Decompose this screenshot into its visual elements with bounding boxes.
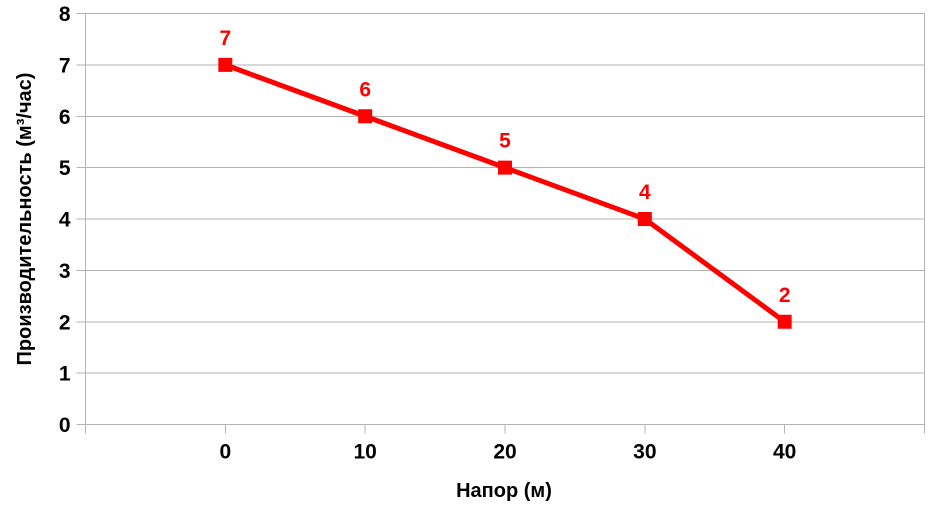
data-point-marker-40 <box>777 314 792 329</box>
y-tick-label-5: 5 <box>59 157 71 180</box>
series-line <box>222 62 788 325</box>
x-tick-label-0: 0 <box>219 441 231 464</box>
y-tick-label-4: 4 <box>59 209 71 232</box>
y-tick-label-1: 1 <box>59 363 71 386</box>
data-point-label-0: 7 <box>219 27 231 50</box>
data-point-label-40: 2 <box>779 284 791 307</box>
data-point-marker-0 <box>218 57 233 72</box>
data-point-marker-10 <box>358 109 373 124</box>
x-tick-label-10: 10 <box>353 441 376 464</box>
y-tick-label-2: 2 <box>59 311 71 334</box>
x-tick-label-30: 30 <box>633 441 656 464</box>
y-axis-title: Производительность (м³/час) <box>14 73 36 366</box>
plot-area: 0 1 2 3 4 5 6 7 8 0 10 20 30 40 7 6 5 4 2 <box>59 3 925 464</box>
y-tick-label-0: 0 <box>59 414 71 437</box>
x-tick-label-20: 20 <box>493 441 516 464</box>
data-point-label-30: 4 <box>639 181 651 204</box>
data-point-label-10: 6 <box>359 78 371 101</box>
y-tick-label-7: 7 <box>59 54 71 77</box>
y-tick-label-8: 8 <box>59 3 71 26</box>
y-tick-label-3: 3 <box>59 260 71 283</box>
data-point-marker-30 <box>637 212 652 226</box>
x-tick-label-40: 40 <box>773 441 796 464</box>
data-point-label-20: 5 <box>499 130 511 153</box>
data-point-marker-20 <box>498 160 512 175</box>
x-axis-title: Напор (м) <box>456 480 552 502</box>
y-tick-label-6: 6 <box>59 106 71 129</box>
